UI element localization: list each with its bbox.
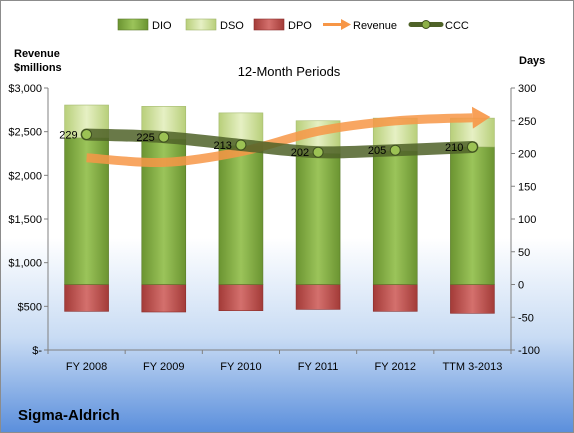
- bar-dpo: [372, 284, 418, 312]
- ccc-point: [81, 129, 93, 141]
- left-tick-label: $1,000: [8, 258, 42, 270]
- legend-dio-swatch: [117, 18, 149, 31]
- x-tick-label: FY 2011: [298, 361, 339, 373]
- x-tick-label: FY 2008: [66, 361, 107, 373]
- right-tick-label: 250: [518, 116, 536, 128]
- ccc-point: [389, 144, 401, 156]
- left-tick-label: $3,000: [8, 83, 42, 95]
- legend-dso-label: DSO: [220, 20, 244, 32]
- bar-dio: [450, 146, 495, 285]
- bar-dio: [295, 153, 341, 285]
- right-tick-label: 0: [518, 280, 524, 292]
- ccc-data-label: 225: [136, 132, 154, 144]
- left-tick-label: $2,500: [8, 127, 42, 139]
- ccc-point: [158, 131, 170, 143]
- ccc-point: [466, 141, 478, 153]
- left-tick-label: $-: [32, 345, 42, 357]
- lines: 229 225 213 202 205 210: [59, 106, 491, 168]
- right-tick-label: 300: [518, 83, 536, 95]
- ccc-data-label: 210: [445, 142, 463, 154]
- legend-dpo-swatch: [253, 18, 285, 31]
- ccc-data-label: 213: [214, 140, 232, 152]
- right-tick-label: 200: [518, 149, 536, 161]
- x-tick-label: FY 2012: [375, 361, 416, 373]
- bar-dpo: [218, 284, 264, 312]
- left-axis-title-line1: Revenue: [14, 48, 60, 60]
- revenue-line: [86, 113, 473, 168]
- ccc-point: [312, 146, 324, 158]
- left-tick-label: $2,000: [8, 170, 42, 182]
- x-tick-label: FY 2009: [143, 361, 184, 373]
- bar-dpo: [141, 284, 187, 313]
- legend-ccc-label: CCC: [445, 20, 469, 32]
- ccc-data-label: 205: [368, 145, 386, 157]
- legend-dso-swatch: [185, 18, 217, 31]
- bar-dio: [372, 150, 418, 285]
- bar-dio: [218, 145, 264, 285]
- right-axis-title: Days: [519, 55, 545, 67]
- right-tick-label: -50: [518, 312, 534, 324]
- legend-dpo-label: DPO: [288, 20, 312, 32]
- legend-dio-label: DIO: [152, 20, 172, 32]
- x-tick-label: FY 2010: [220, 361, 261, 373]
- right-tick-label: -100: [518, 345, 540, 357]
- x-tick-label: TTM 3-2013: [442, 361, 502, 373]
- bar-dpo: [450, 284, 495, 314]
- chart-title: 12-Month Periods: [238, 64, 341, 79]
- ccc-data-label: 202: [291, 147, 309, 159]
- left-tick-label: $1,500: [8, 214, 42, 226]
- ccc-point: [235, 139, 247, 151]
- bar-dpo: [64, 284, 109, 312]
- ccc-line: [80, 128, 479, 159]
- right-tick-label: 150: [518, 181, 536, 193]
- bar-dpo: [295, 284, 341, 310]
- legend-ccc-swatch-marker: [421, 20, 431, 29]
- right-tick-label: 100: [518, 214, 536, 226]
- left-tick-label: $500: [18, 301, 42, 313]
- left-axis-title-line2: $millions: [14, 62, 62, 74]
- legend: DIO DSO DPO Revenue CCC: [117, 18, 469, 32]
- legend-revenue-swatch: [323, 19, 351, 30]
- company-name: Sigma-Aldrich: [18, 407, 120, 424]
- legend-revenue-label: Revenue: [353, 20, 397, 32]
- right-tick-label: 50: [518, 247, 530, 259]
- axes: $- $500 $1,000 $1,500 $2,000 $2,500 $3,000 -100…: [8, 83, 540, 373]
- ccc-data-label: 229: [59, 130, 77, 142]
- revenue-arrowhead: [471, 106, 491, 129]
